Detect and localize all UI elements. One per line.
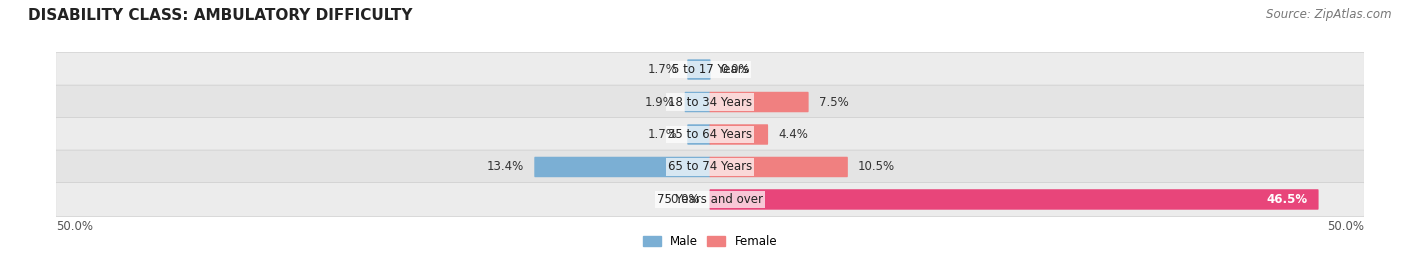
Text: 5 to 17 Years: 5 to 17 Years bbox=[672, 63, 748, 76]
Text: 0.0%: 0.0% bbox=[720, 63, 751, 76]
Text: 65 to 74 Years: 65 to 74 Years bbox=[668, 161, 752, 174]
Text: 35 to 64 Years: 35 to 64 Years bbox=[668, 128, 752, 141]
Text: 1.7%: 1.7% bbox=[648, 128, 678, 141]
Text: 18 to 34 Years: 18 to 34 Years bbox=[668, 95, 752, 108]
Text: 0.0%: 0.0% bbox=[669, 193, 700, 206]
Text: 7.5%: 7.5% bbox=[818, 95, 848, 108]
Text: 1.7%: 1.7% bbox=[648, 63, 678, 76]
FancyBboxPatch shape bbox=[56, 53, 1364, 86]
FancyBboxPatch shape bbox=[710, 157, 848, 177]
Text: Source: ZipAtlas.com: Source: ZipAtlas.com bbox=[1267, 8, 1392, 21]
Text: 75 Years and over: 75 Years and over bbox=[657, 193, 763, 206]
Text: 10.5%: 10.5% bbox=[858, 161, 894, 174]
FancyBboxPatch shape bbox=[56, 183, 1364, 216]
Text: DISABILITY CLASS: AMBULATORY DIFFICULTY: DISABILITY CLASS: AMBULATORY DIFFICULTY bbox=[28, 8, 412, 23]
FancyBboxPatch shape bbox=[710, 124, 768, 145]
Text: 1.9%: 1.9% bbox=[645, 95, 675, 108]
FancyBboxPatch shape bbox=[710, 92, 808, 112]
FancyBboxPatch shape bbox=[688, 124, 710, 145]
FancyBboxPatch shape bbox=[56, 118, 1364, 151]
Text: 50.0%: 50.0% bbox=[1327, 220, 1364, 233]
Legend: Male, Female: Male, Female bbox=[638, 230, 782, 253]
Text: 50.0%: 50.0% bbox=[56, 220, 93, 233]
FancyBboxPatch shape bbox=[56, 150, 1364, 184]
FancyBboxPatch shape bbox=[685, 92, 710, 112]
FancyBboxPatch shape bbox=[534, 157, 710, 177]
Text: 46.5%: 46.5% bbox=[1267, 193, 1308, 206]
FancyBboxPatch shape bbox=[710, 189, 1319, 210]
Text: 13.4%: 13.4% bbox=[486, 161, 524, 174]
FancyBboxPatch shape bbox=[56, 85, 1364, 119]
FancyBboxPatch shape bbox=[688, 59, 710, 80]
Text: 4.4%: 4.4% bbox=[778, 128, 808, 141]
